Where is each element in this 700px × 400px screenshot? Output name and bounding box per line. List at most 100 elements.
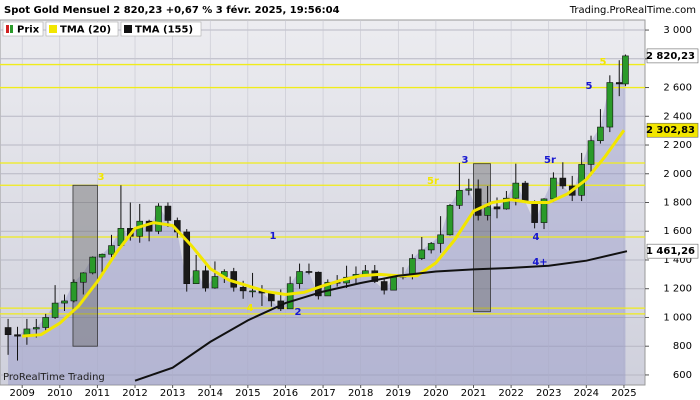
y-tick-label: 2 600 bbox=[663, 83, 692, 94]
candle-body bbox=[474, 188, 482, 216]
header-title: Spot Gold Mensuel 2 820,23 +0,67 % 3 fév… bbox=[4, 4, 340, 16]
candle-body bbox=[531, 201, 538, 223]
candle-body bbox=[192, 270, 200, 284]
y-tick-label: 600 bbox=[673, 370, 692, 381]
candle-body bbox=[249, 290, 256, 293]
candle-body bbox=[155, 205, 162, 232]
x-tick-label: 2024 bbox=[574, 388, 599, 399]
candle-body bbox=[559, 177, 567, 187]
candle-body bbox=[550, 177, 557, 200]
candle-body bbox=[446, 205, 454, 236]
x-tick-label: 2020 bbox=[423, 388, 448, 399]
candle-body bbox=[164, 205, 172, 221]
candle-body bbox=[521, 182, 529, 203]
legend-box bbox=[45, 21, 119, 37]
x-tick-label: 2022 bbox=[498, 388, 523, 399]
candle-body bbox=[80, 272, 87, 283]
candle-body bbox=[211, 276, 219, 289]
y-tick-label: 1 800 bbox=[663, 198, 692, 209]
x-tick-label: 2010 bbox=[47, 388, 72, 399]
x-tick-label: 2009 bbox=[9, 388, 34, 399]
candle-body bbox=[51, 302, 59, 318]
legend-label: Prix bbox=[17, 25, 40, 36]
watermark: ProRealTime Trading bbox=[3, 372, 105, 383]
legend-icon bbox=[10, 25, 13, 33]
wave-label: 4+ bbox=[532, 257, 547, 268]
ma-tag: 1 461,26 bbox=[646, 246, 695, 257]
x-tick-label: 2013 bbox=[160, 388, 185, 399]
candle-body bbox=[70, 281, 78, 302]
x-tick-label: 2017 bbox=[310, 388, 335, 399]
y-tick-label: 1 000 bbox=[663, 312, 692, 323]
candle-body bbox=[503, 197, 510, 210]
legend-box bbox=[120, 21, 202, 37]
ma-tag-box bbox=[646, 243, 699, 259]
candle-body bbox=[622, 55, 629, 85]
wave-label: 2 bbox=[295, 307, 302, 318]
ma-line bbox=[134, 250, 628, 382]
zone bbox=[473, 163, 491, 313]
candle-body bbox=[512, 182, 520, 199]
candle-body bbox=[239, 286, 247, 292]
candle-body bbox=[108, 245, 115, 255]
candle-body bbox=[427, 243, 435, 251]
candle-body bbox=[268, 292, 275, 302]
candle-body bbox=[305, 271, 313, 273]
x-tick-label: 2014 bbox=[198, 388, 223, 399]
candle-body bbox=[587, 140, 595, 165]
y-tick-label: 2 400 bbox=[663, 111, 692, 122]
y-tick-label: 2 000 bbox=[663, 169, 692, 180]
candle-body bbox=[465, 188, 473, 191]
candle-body bbox=[315, 271, 322, 297]
ma-tag: 2 302,83 bbox=[646, 125, 695, 136]
candle-body bbox=[437, 234, 444, 244]
wave-label: 5 bbox=[600, 57, 607, 68]
candle-body bbox=[390, 276, 397, 291]
candle-body bbox=[286, 283, 294, 310]
x-tick-label: 2019 bbox=[386, 388, 411, 399]
y-tick-label: 1 600 bbox=[663, 226, 692, 237]
price-tag-box bbox=[646, 48, 699, 64]
x-tick-label: 2015 bbox=[235, 388, 260, 399]
x-tick-label: 2011 bbox=[85, 388, 110, 399]
candle-body bbox=[540, 198, 548, 223]
price-area bbox=[8, 55, 626, 385]
x-tick-label: 2012 bbox=[122, 388, 147, 399]
ma-line bbox=[22, 129, 626, 338]
candle-body bbox=[98, 253, 106, 258]
ma-tag-box bbox=[646, 122, 699, 138]
wave-label: 4 bbox=[247, 303, 254, 314]
candle-body bbox=[42, 317, 49, 328]
legend-label: TMA (20) bbox=[60, 25, 111, 36]
wave-label: 1 bbox=[270, 231, 277, 242]
wave-label: 5r bbox=[544, 155, 556, 166]
y-tick-label: 1 400 bbox=[663, 255, 692, 266]
header-source: Trading.ProRealTime.com bbox=[569, 5, 696, 16]
candle-body bbox=[418, 249, 426, 259]
y-tick-label: 3 000 bbox=[663, 25, 692, 36]
x-tick-label: 2021 bbox=[461, 388, 486, 399]
candle-body bbox=[484, 206, 491, 216]
candle-body bbox=[61, 300, 68, 304]
legend-label: TMA (155) bbox=[135, 25, 193, 36]
candle-body bbox=[89, 256, 97, 274]
candle-body bbox=[493, 206, 501, 210]
candle-body bbox=[14, 334, 21, 337]
legend-icon bbox=[124, 25, 132, 33]
candle-body bbox=[456, 189, 463, 206]
candle-body bbox=[380, 281, 388, 291]
candle-body bbox=[4, 327, 12, 336]
x-tick-label: 2023 bbox=[536, 388, 561, 399]
y-tick-label: 800 bbox=[673, 341, 692, 352]
candle-body bbox=[183, 231, 191, 284]
legend-icon bbox=[49, 25, 57, 33]
price-tag: 2 820,23 bbox=[646, 51, 695, 62]
candle-body bbox=[32, 327, 40, 330]
candle-body bbox=[606, 82, 614, 128]
legend-icon bbox=[6, 25, 9, 33]
wave-label: 4 bbox=[533, 232, 540, 243]
x-tick-label: 2016 bbox=[273, 388, 298, 399]
wave-label: 3 bbox=[98, 172, 105, 183]
candle-body bbox=[597, 126, 604, 142]
candle-body bbox=[615, 82, 623, 85]
